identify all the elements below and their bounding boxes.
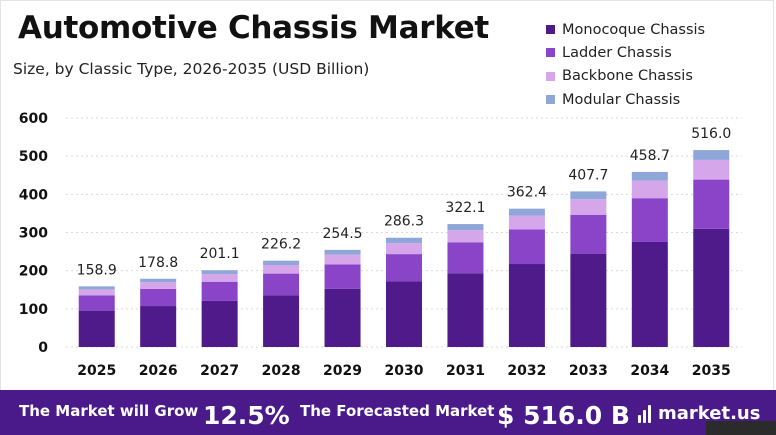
total-label: 178.8: [138, 255, 178, 271]
bar-segment-backbone: [263, 264, 300, 274]
bar-segment-backbone: [140, 282, 177, 289]
y-tick-label: 500: [19, 149, 48, 165]
total-label: 362.4: [507, 185, 547, 201]
y-tick-label: 400: [19, 187, 48, 203]
bar-segment-ladder: [693, 179, 730, 229]
bar-segment-monocoque: [140, 306, 177, 347]
bar-segment-ladder: [447, 242, 484, 274]
bar-segment-monocoque: [570, 253, 607, 347]
total-label: 226.2: [261, 237, 301, 253]
bar-segment-ladder: [386, 254, 422, 282]
legend-swatch-modular: [546, 95, 555, 105]
legend-item-modular: Modular Chassis: [546, 88, 705, 111]
bar-segment-backbone: [447, 230, 484, 243]
x-tick-label: 2025: [77, 363, 116, 379]
legend-swatch-monocoque: [546, 25, 555, 35]
legend-label-monocoque: Monocoque Chassis: [562, 21, 706, 38]
footer-banner: The Market will Grow 12.5% The Forecaste…: [0, 390, 776, 435]
y-tick-label: 300: [19, 226, 48, 242]
chart-title: Automotive Chassis Market: [18, 10, 489, 46]
footer-grow-text: The Market will Grow: [19, 402, 199, 420]
legend-item-monocoque: Monocoque Chassis: [546, 18, 705, 41]
bar-segment-modular: [570, 191, 607, 200]
bar-segment-monocoque: [263, 295, 300, 347]
bar-segment-modular: [508, 208, 545, 216]
bar-chart-icon: [638, 404, 653, 423]
bar-segment-backbone: [324, 254, 361, 265]
total-label: 407.7: [568, 167, 608, 183]
bar-segment-modular: [201, 270, 238, 275]
bar-segment-modular: [386, 237, 422, 244]
footer-forecast-text: The Forecasted Market: [300, 402, 495, 420]
total-label: 201.1: [200, 246, 240, 262]
bar-segment-monocoque: [631, 241, 668, 347]
total-label: 322.1: [445, 200, 485, 216]
x-tick-label: 2030: [385, 363, 424, 379]
x-tick-label: 2029: [323, 363, 362, 379]
bar-segment-monocoque: [78, 310, 115, 347]
bar-segment-ladder: [140, 288, 177, 307]
bar-segment-backbone: [78, 289, 115, 296]
bar-segment-ladder: [508, 229, 545, 265]
legend: Monocoque Chassis Ladder Chassis Backbon…: [546, 18, 705, 111]
total-label: 458.7: [630, 148, 670, 164]
bar-segment-ladder: [631, 198, 668, 242]
legend-swatch-backbone: [546, 71, 555, 81]
y-tick-label: 200: [19, 264, 48, 280]
x-tick-label: 2033: [569, 363, 608, 379]
y-tick-label: 0: [38, 340, 48, 356]
y-tick-label: 600: [19, 111, 48, 127]
bar-segment-monocoque: [201, 300, 238, 347]
total-label: 158.9: [77, 262, 117, 278]
y-tick-label: 100: [19, 302, 48, 318]
bar-segment-ladder: [570, 214, 607, 254]
bar-segment-monocoque: [508, 264, 545, 347]
legend-label-modular: Modular Chassis: [562, 91, 681, 108]
brand-logo: market.us: [638, 403, 760, 424]
bar-segment-monocoque: [386, 281, 422, 347]
bar-segment-backbone: [386, 243, 422, 255]
bar-segment-backbone: [508, 215, 545, 230]
total-label: 254.5: [322, 226, 362, 242]
bar-segment-ladder: [263, 273, 300, 296]
bar-segment-monocoque: [693, 228, 730, 347]
x-tick-label: 2026: [139, 363, 178, 379]
bar-segment-modular: [693, 150, 730, 160]
x-tick-label: 2031: [446, 363, 485, 379]
bar-segment-monocoque: [447, 273, 484, 347]
total-label: 516.0: [691, 126, 731, 142]
brand-name: market.us: [658, 403, 761, 424]
chart-subtitle: Size, by Classic Type, 2026-2035 (USD Bi…: [13, 60, 370, 78]
legend-label-backbone: Backbone Chassis: [562, 68, 693, 85]
x-tick-label: 2027: [200, 363, 239, 379]
legend-item-ladder: Ladder Chassis: [546, 41, 705, 64]
bar-segment-backbone: [201, 274, 238, 282]
bar-segment-modular: [140, 278, 177, 283]
bar-segment-modular: [447, 224, 484, 231]
bar-segment-ladder: [324, 264, 361, 289]
legend-swatch-ladder: [546, 48, 555, 58]
x-tick-label: 2032: [507, 363, 546, 379]
x-tick-label: 2034: [630, 363, 669, 379]
bar-segment-modular: [631, 171, 668, 181]
footer-forecast-value: $ 516.0 B: [497, 401, 630, 430]
bar-segment-ladder: [201, 281, 238, 301]
bar-segment-modular: [324, 249, 361, 255]
total-label: 286.3: [384, 214, 424, 230]
footer-corner-strip: [706, 421, 776, 435]
bar-segment-ladder: [78, 295, 115, 311]
bar-segment-modular: [263, 260, 300, 265]
bar-segment-monocoque: [324, 288, 361, 347]
bar-segment-backbone: [631, 180, 668, 199]
legend-label-ladder: Ladder Chassis: [562, 44, 672, 61]
bar-segment-modular: [78, 286, 115, 290]
footer-cagr-value: 12.5%: [203, 401, 290, 430]
stacked-bar-chart: 0 100 200 300 400 500 600 158.9 2025 178.8 2026 201…: [19, 111, 742, 379]
legend-item-backbone: Backbone Chassis: [546, 65, 705, 88]
x-tick-label: 2035: [692, 363, 731, 379]
bar-segment-backbone: [570, 199, 607, 215]
x-tick-label: 2028: [262, 363, 301, 379]
bar-segment-backbone: [693, 159, 730, 180]
